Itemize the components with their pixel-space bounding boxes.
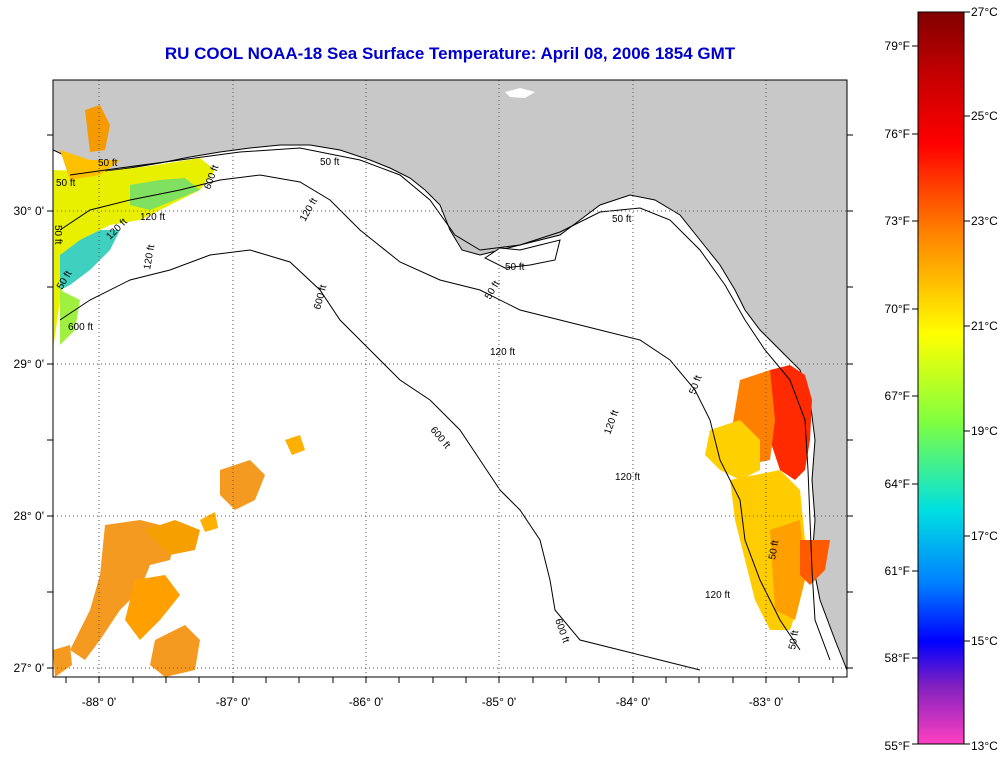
lat-lon-grid xyxy=(53,80,847,677)
contour-label: 120 ft xyxy=(615,472,640,483)
cb-f-label: 64°F xyxy=(885,477,910,491)
contour-label: 50 ft xyxy=(56,178,76,189)
lon-label: -84° 0' xyxy=(616,695,650,709)
longitude-labels: -88° 0' -87° 0' -86° 0' -85° 0' -84° 0' … xyxy=(82,695,783,709)
cb-c-label: 27°C xyxy=(971,5,998,19)
colorbar-celsius-labels: 27°C 25°C 23°C 21°C 19°C 17°C 15°C 13°C xyxy=(971,5,998,753)
contour-label: 120 ft xyxy=(490,347,515,358)
cb-f-label: 58°F xyxy=(885,651,910,665)
cb-f-label: 76°F xyxy=(885,127,910,141)
lon-label: -88° 0' xyxy=(82,695,116,709)
contour-label: 50 ft xyxy=(52,225,63,245)
axis-ticks xyxy=(47,134,853,683)
lon-label: -83° 0' xyxy=(749,695,783,709)
cb-c-label: 25°C xyxy=(971,109,998,123)
cb-c-label: 19°C xyxy=(971,424,998,438)
lat-label: 27° 0' xyxy=(14,661,44,675)
lake-white xyxy=(505,88,535,98)
lon-label: -87° 0' xyxy=(216,695,250,709)
cb-f-label: 61°F xyxy=(885,564,910,578)
cb-f-label: 70°F xyxy=(885,302,910,316)
cb-c-label: 23°C xyxy=(971,214,998,228)
land-mass xyxy=(53,80,847,671)
lon-label: -85° 0' xyxy=(482,695,516,709)
lat-label: 30° 0' xyxy=(14,204,44,218)
contour-label: 50 ft xyxy=(787,629,801,650)
cb-f-label: 79°F xyxy=(885,39,910,53)
cb-f-label: 73°F xyxy=(885,214,910,228)
colorbar-ticks xyxy=(912,11,970,745)
contour-label: 120 ft xyxy=(142,244,157,271)
contour-label: 50 ft xyxy=(612,214,632,225)
contour-label: 50 ft xyxy=(98,158,118,169)
contour-label: 50 ft xyxy=(505,262,525,273)
cb-f-label: 55°F xyxy=(885,739,910,753)
contour-label: 120 ft xyxy=(705,590,730,601)
colorbar xyxy=(917,11,965,745)
latitude-labels: 30° 0' 29° 0' 28° 0' 27° 0' xyxy=(14,204,44,675)
contour-label: 50 ft xyxy=(767,539,781,560)
contour-label: 120 ft xyxy=(140,212,165,223)
bathymetry-contours xyxy=(59,147,831,671)
cb-f-label: 67°F xyxy=(885,389,910,403)
cb-c-label: 13°C xyxy=(971,739,998,753)
colorbar-fahrenheit-labels: 79°F 76°F 73°F 70°F 67°F 64°F 61°F 58°F … xyxy=(885,39,910,753)
contour-label: 600 ft xyxy=(68,322,93,333)
plot-frame xyxy=(52,79,848,678)
cb-c-label: 21°C xyxy=(971,319,998,333)
bay-inlet xyxy=(484,239,561,269)
cb-c-label: 15°C xyxy=(971,634,998,648)
contour-label: 50 ft xyxy=(320,157,340,168)
lat-label: 28° 0' xyxy=(14,509,44,523)
lon-label: -86° 0' xyxy=(349,695,383,709)
sst-patches xyxy=(53,105,830,677)
lat-label: 29° 0' xyxy=(14,357,44,371)
cb-c-label: 17°C xyxy=(971,529,998,543)
map-title: RU COOL NOAA-18 Sea Surface Temperature:… xyxy=(164,44,736,63)
